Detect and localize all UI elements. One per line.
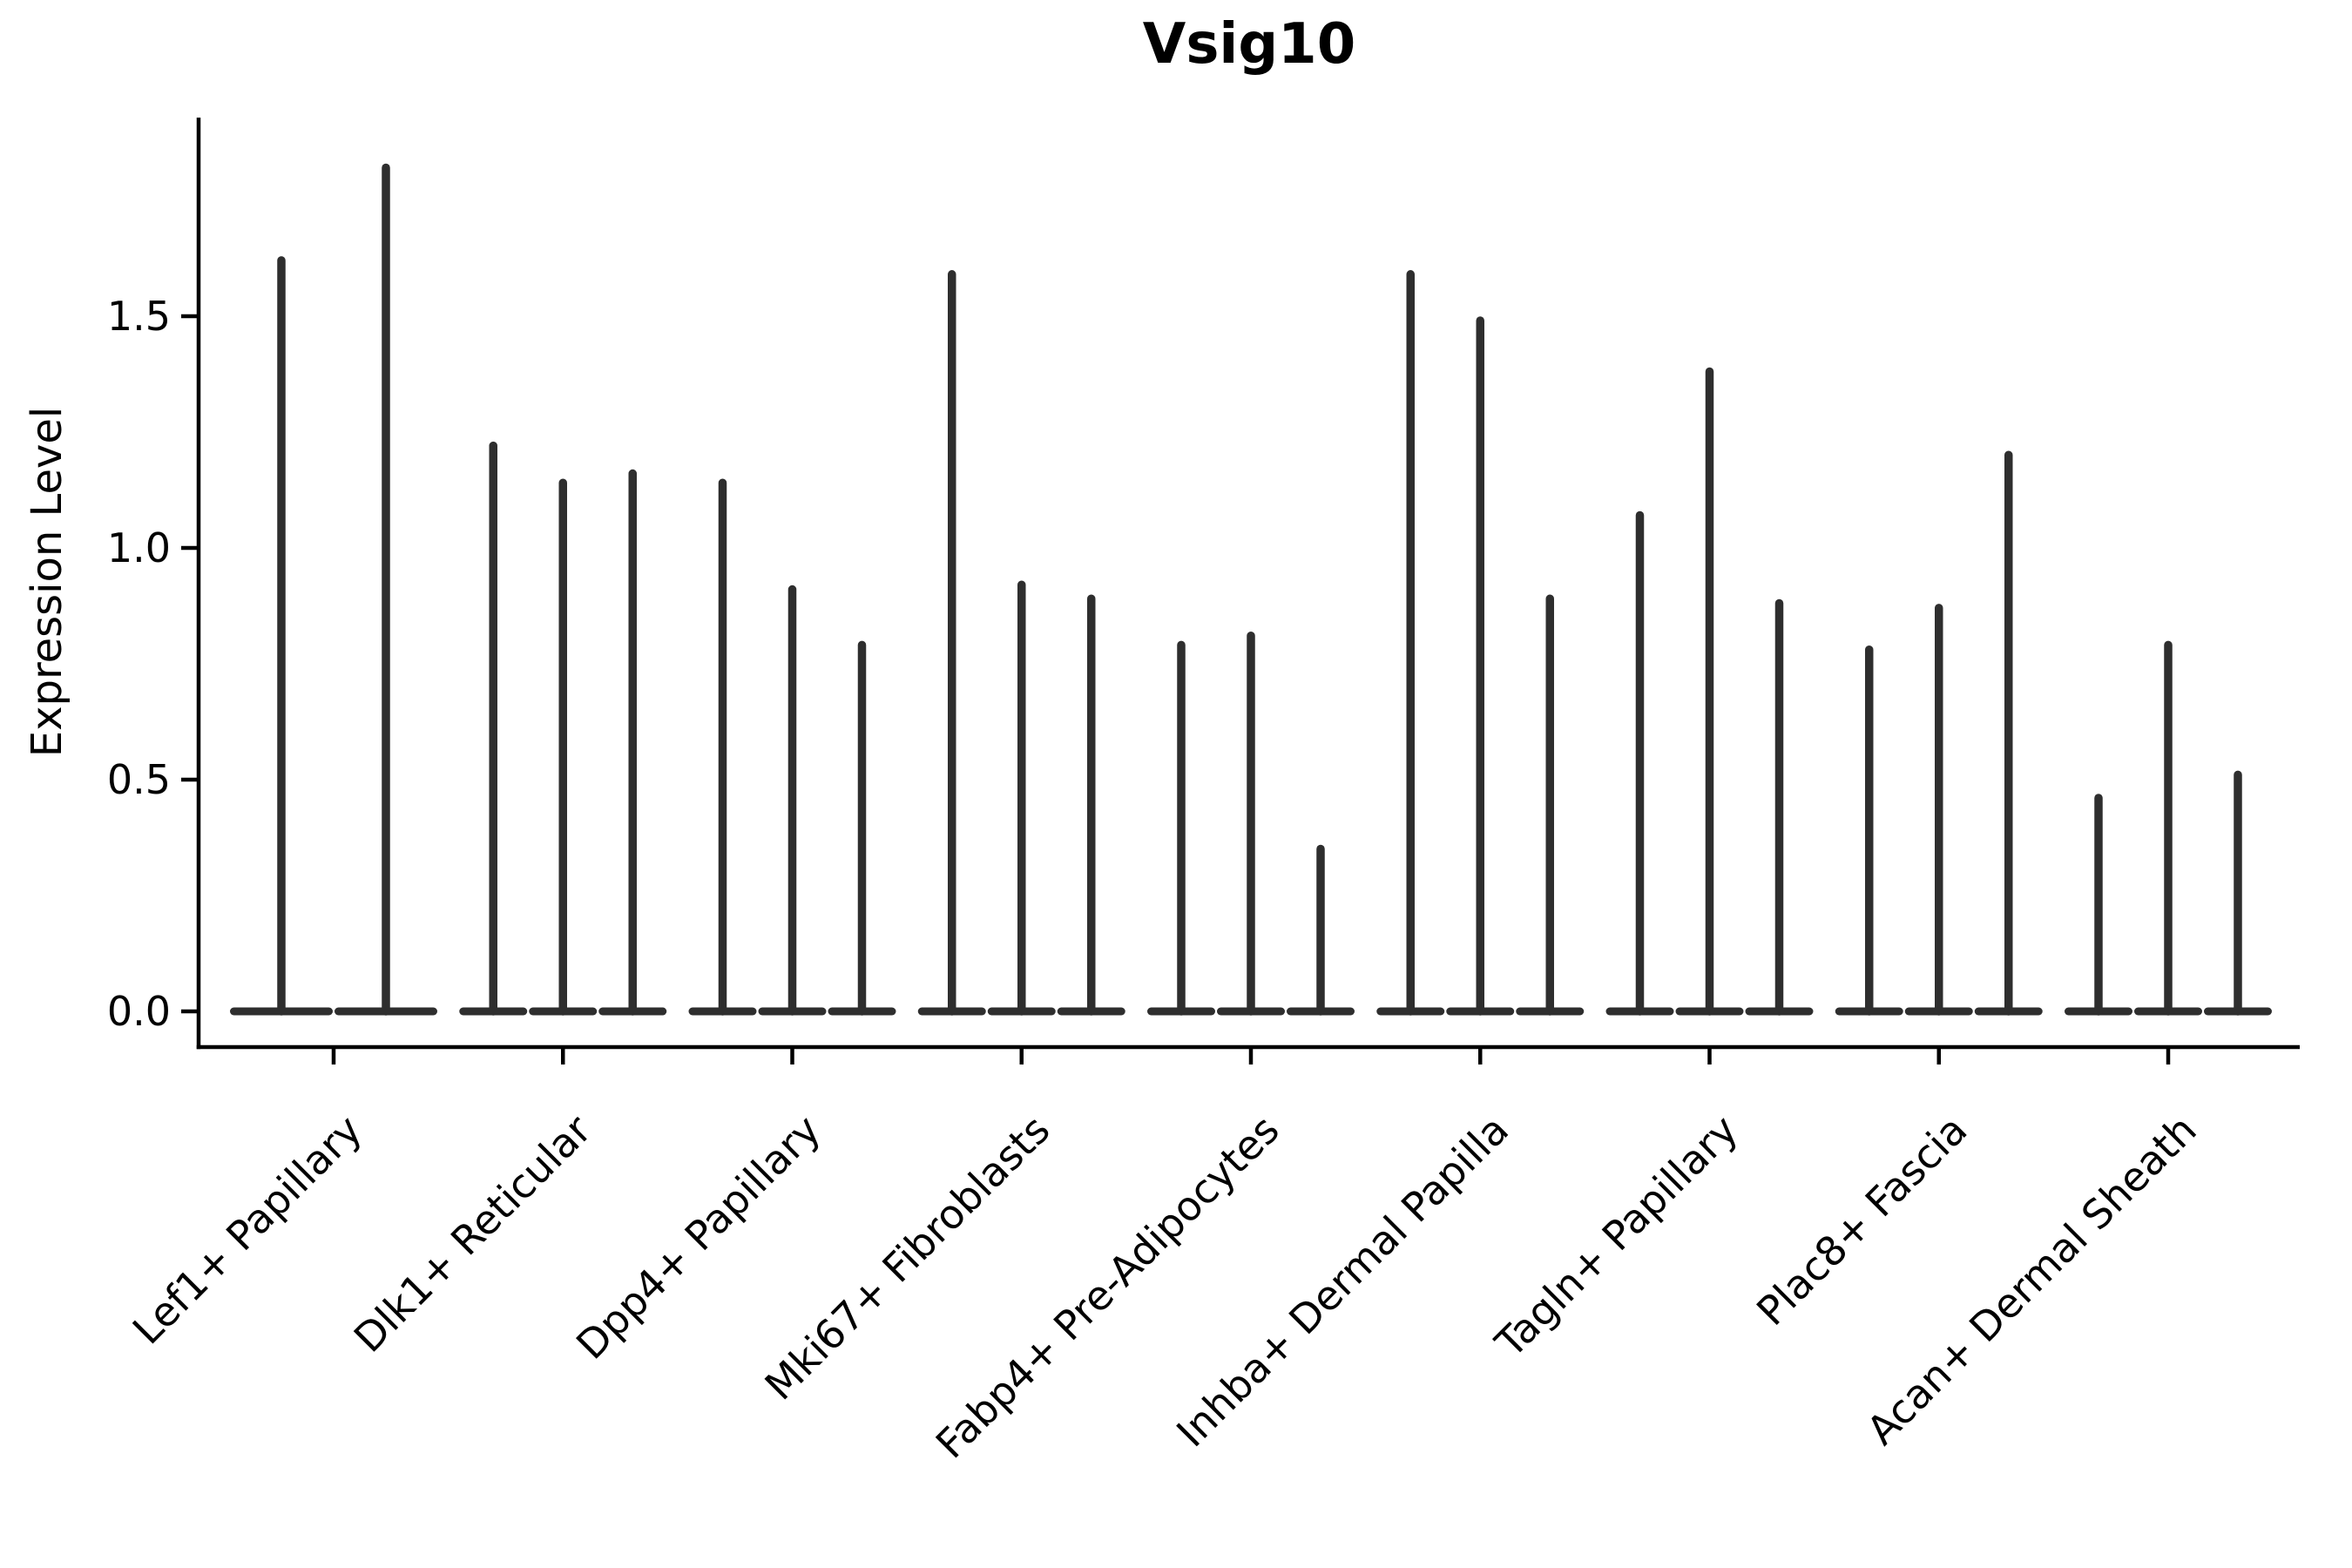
violin (1057, 594, 1125, 1016)
violin (1835, 645, 1903, 1016)
chart-title: Vsig10 (1143, 12, 1355, 77)
violin (1446, 316, 1515, 1016)
violin (1516, 594, 1585, 1016)
category-label: Plac8+ Fascia (1747, 1106, 1976, 1335)
violin (2134, 640, 2202, 1016)
y-tick-label: 1.0 (107, 524, 171, 571)
category-label: Dpp4+ Papillary (567, 1106, 829, 1369)
violin (1675, 367, 1744, 1016)
y-tick-label: 0.5 (107, 756, 171, 803)
violin (1376, 270, 1445, 1016)
category-label: Lef1+ Papillary (124, 1106, 371, 1354)
violin (1147, 640, 1215, 1016)
violin (1974, 450, 2043, 1016)
violin (459, 441, 528, 1016)
violin (1904, 604, 1973, 1016)
y-axis-label: Expression Level (23, 407, 71, 758)
violin (758, 585, 827, 1016)
violin (828, 640, 896, 1016)
violin (1217, 632, 1285, 1016)
category-label: Tagln+ Papillary (1486, 1106, 1747, 1368)
violin (335, 163, 437, 1016)
violin (1745, 598, 1814, 1016)
violin (598, 469, 667, 1016)
violin (688, 478, 757, 1016)
violins-layer (230, 163, 2272, 1016)
violin (987, 580, 1056, 1016)
violin (2065, 794, 2132, 1016)
violin (2204, 770, 2272, 1016)
y-tick-label: 0.0 (107, 988, 171, 1035)
violin (529, 478, 598, 1016)
violin (230, 256, 333, 1016)
violin (917, 270, 986, 1016)
violin (1605, 510, 1674, 1016)
category-label: Dlk1+ Reticular (345, 1106, 600, 1362)
y-tick-label: 1.5 (107, 293, 171, 340)
axes-layer (181, 118, 2300, 1064)
violin (1287, 844, 1355, 1016)
